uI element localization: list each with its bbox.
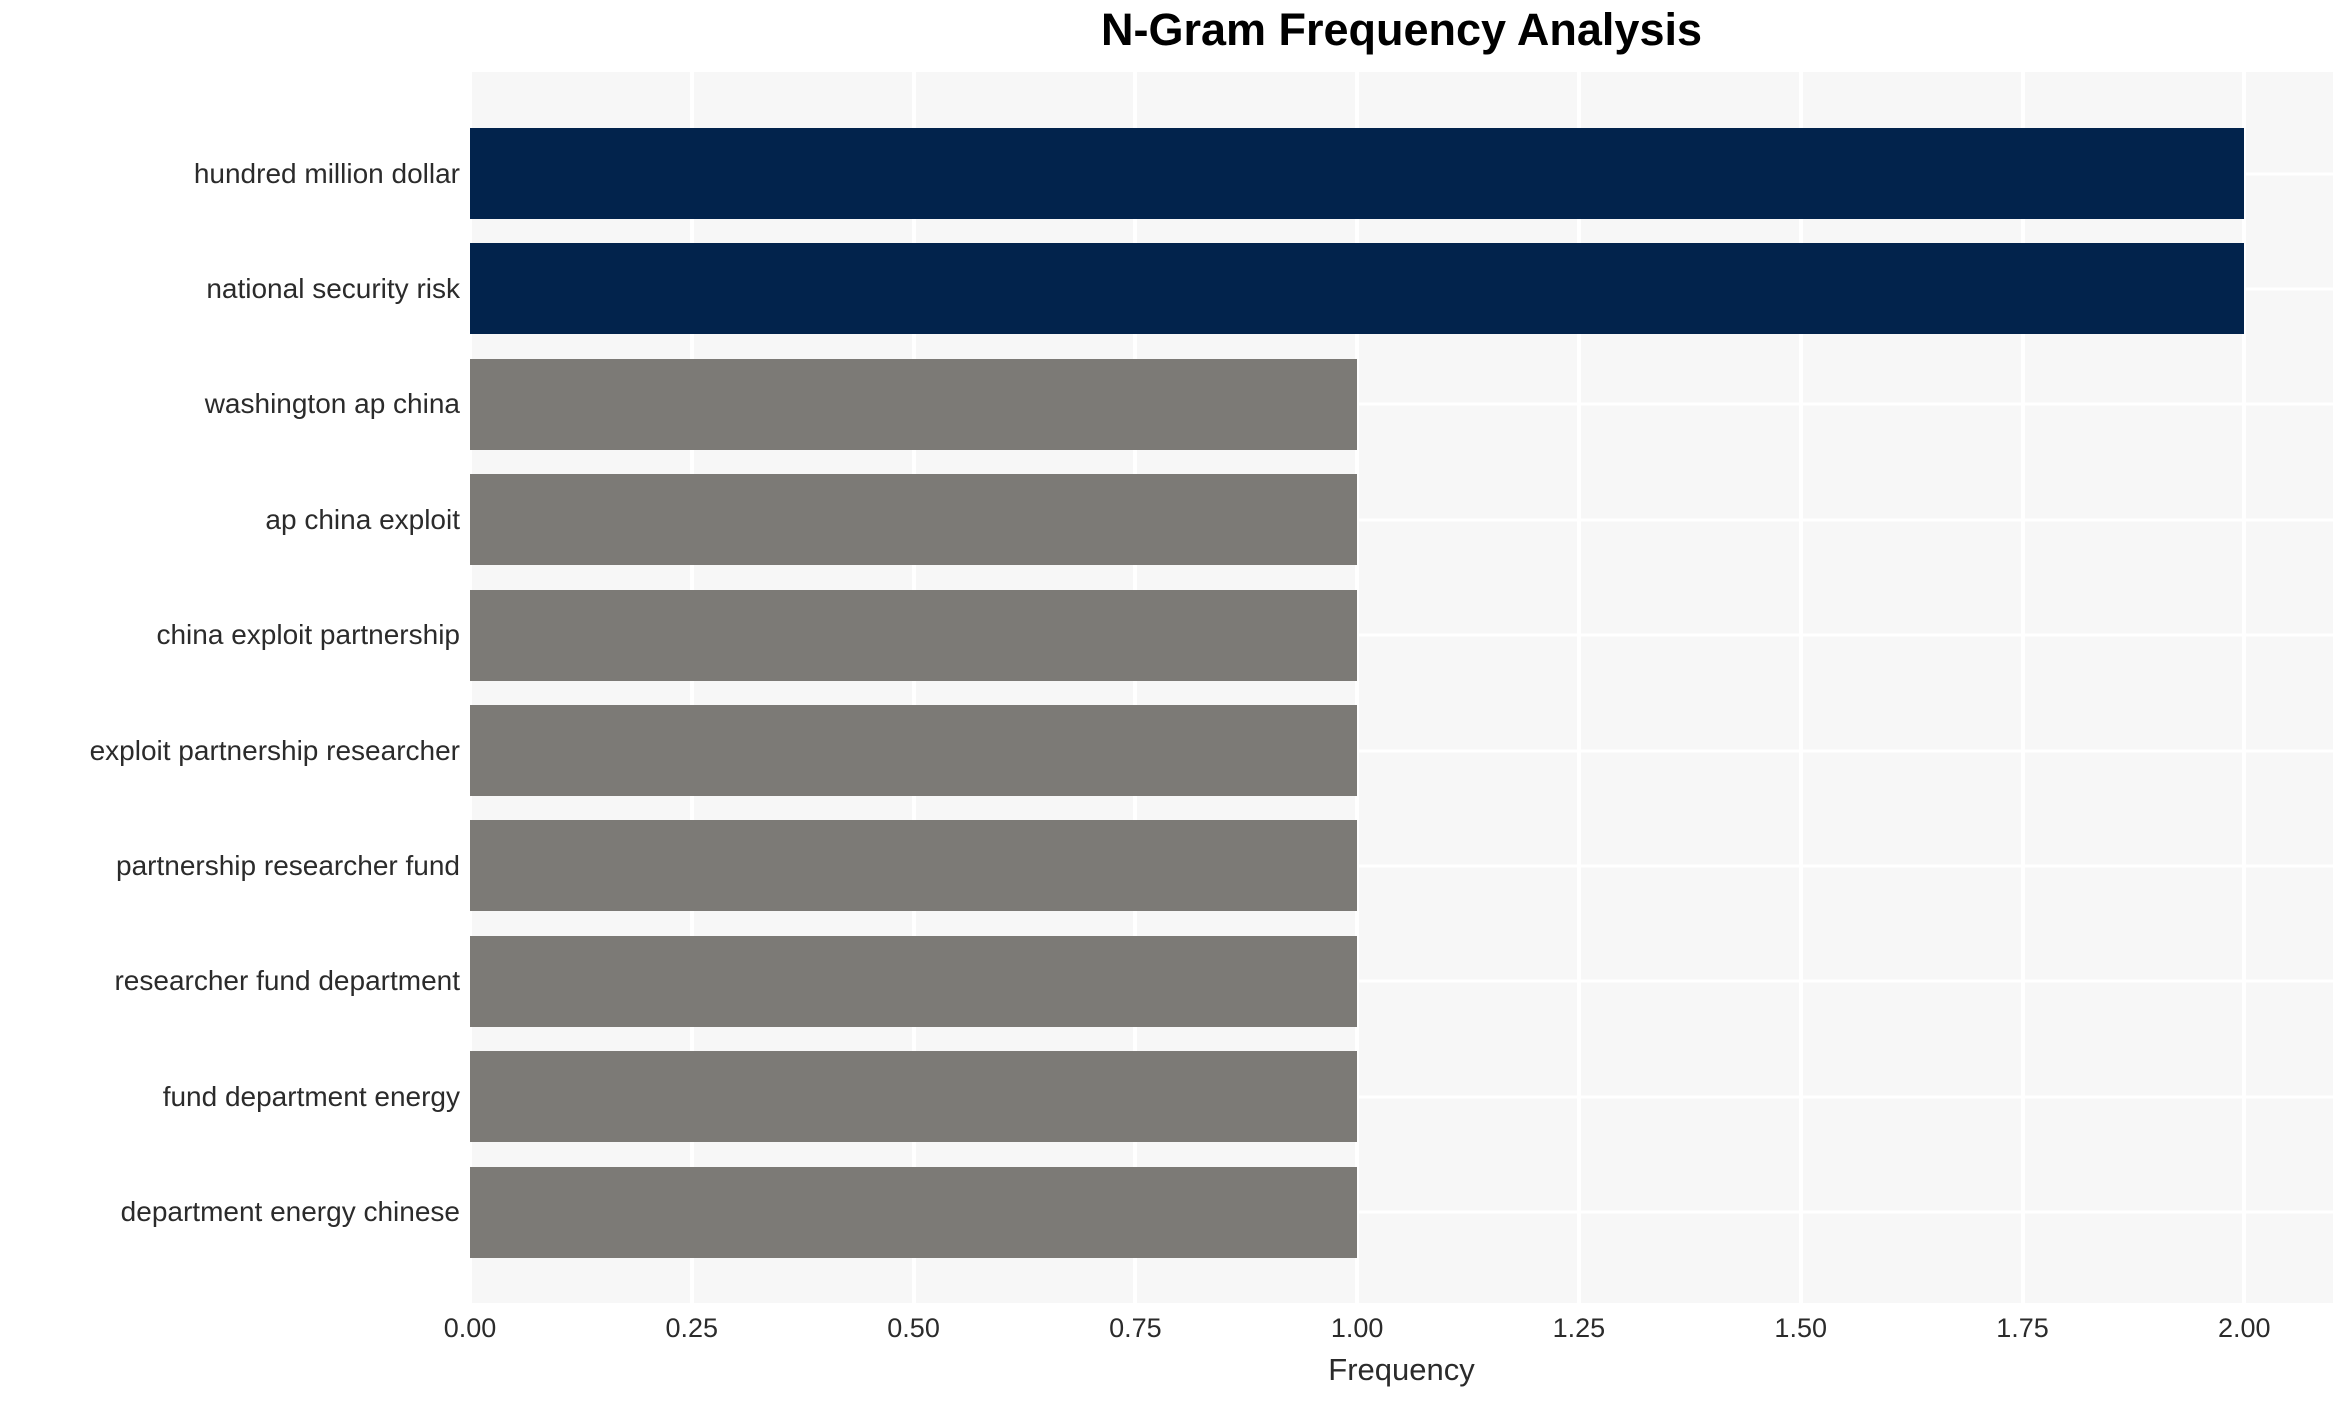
bar [470,935,1358,1027]
v-gridline [689,72,694,1303]
y-tick-label: partnership researcher fund [116,849,460,881]
x-tick-label: 0.25 [665,1313,719,1343]
x-tick-label: 1.75 [1996,1313,2049,1343]
bar [470,243,2245,335]
x-tick-label: 1.50 [1774,1313,1827,1343]
v-gridline [1576,72,1581,1303]
x-axis-label: Frequency [1328,1352,1475,1387]
h-gridline [470,518,2333,522]
y-tick-label: fund department energy [162,1080,460,1112]
bar [470,128,2245,219]
x-tick-label: 2.00 [2218,1313,2271,1343]
x-tick-label: 1.25 [1552,1313,1606,1343]
h-gridline [470,1095,2333,1099]
v-gridline [1133,72,1138,1303]
bar [470,474,1358,566]
y-tick-label: researcher fund department [114,965,460,997]
v-gridline [2020,72,2025,1303]
plot-area [468,72,2333,1303]
bar [470,820,1358,912]
bar [470,358,1358,450]
v-gridline [2242,72,2247,1303]
bar [470,1166,1358,1258]
y-tick-label: hundred million dollar [193,157,460,189]
v-gridline [1355,72,1360,1303]
h-gridline [470,749,2333,752]
h-gridline [470,864,2333,868]
x-tick-label: 0.00 [443,1313,497,1343]
x-tick-label: 0.50 [887,1313,940,1343]
x-tick-label: 1.00 [1330,1313,1384,1343]
x-tick-label: 0.75 [1109,1313,1162,1343]
h-gridline [470,633,2333,637]
v-gridline [911,72,916,1303]
bar [470,589,1358,681]
y-tick-label: china exploit partnership [156,619,460,651]
y-tick-label: washington ap china [204,388,460,420]
y-tick-label: department energy chinese [120,1196,460,1228]
bar [470,1051,1358,1143]
y-tick-label: ap china exploit [265,503,460,535]
y-tick-label: national security risk [206,272,460,304]
chart-title: N-Gram Frequency Analysis [1100,4,1703,55]
y-tick-label: exploit partnership researcher [89,734,460,766]
h-gridline [470,979,2333,983]
bar [470,705,1358,796]
v-gridline [1798,72,1803,1303]
v-gridline [468,72,472,1303]
h-gridline [470,402,2333,406]
h-gridline [470,1210,2333,1214]
